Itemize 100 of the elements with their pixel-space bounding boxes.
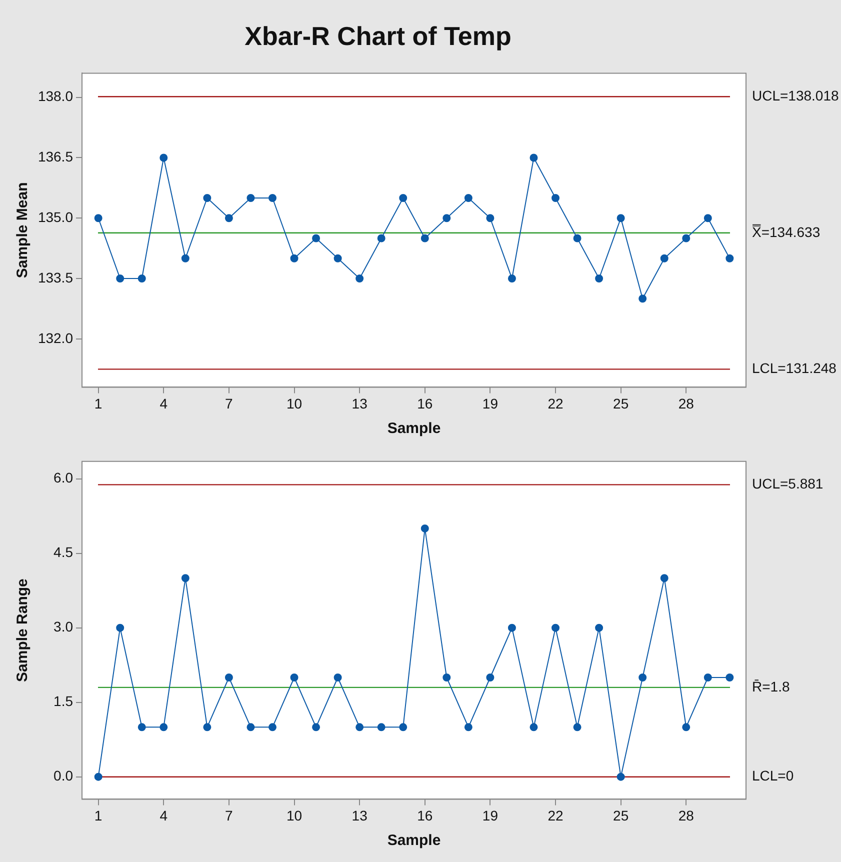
y-tick-label: 3.0 xyxy=(54,618,74,635)
point xyxy=(660,574,668,582)
x-tick-label: 22 xyxy=(548,395,564,412)
point xyxy=(486,673,494,682)
x-tick-label: 25 xyxy=(613,395,629,412)
x-tick-label: 7 xyxy=(225,807,234,824)
point xyxy=(312,723,320,732)
x-axis-title: Sample xyxy=(387,420,441,438)
x-axis-title: Sample xyxy=(387,832,441,850)
ref-line-label: LCL=131.248 xyxy=(752,360,837,376)
point xyxy=(246,723,255,732)
x-tick-label: 1 xyxy=(94,395,102,412)
point xyxy=(116,274,124,283)
x-tick-label: 1 xyxy=(94,807,102,824)
point xyxy=(116,624,124,632)
point xyxy=(203,194,212,202)
point xyxy=(682,723,690,732)
y-tick-label: 132.0 xyxy=(38,330,74,346)
x-tick-label: 13 xyxy=(352,807,368,824)
point xyxy=(552,624,560,632)
y-tick-label: 135.0 xyxy=(38,208,74,225)
point xyxy=(138,723,146,732)
point xyxy=(246,194,255,202)
point xyxy=(530,154,538,162)
point xyxy=(508,624,516,632)
point xyxy=(312,234,320,242)
y-tick-label: 136.5 xyxy=(38,148,74,165)
point xyxy=(203,723,212,732)
y-tick-label: 6.0 xyxy=(54,470,74,486)
y-tick-label: 133.5 xyxy=(38,269,74,286)
point xyxy=(181,574,190,582)
point xyxy=(356,723,364,732)
ref-line-label: LCL=0 xyxy=(752,768,794,784)
point xyxy=(420,524,429,532)
point xyxy=(290,673,298,682)
point xyxy=(334,254,342,262)
point xyxy=(726,254,734,262)
point xyxy=(595,274,604,283)
point xyxy=(573,234,582,242)
x-tick-label: 16 xyxy=(417,807,433,824)
y-axis-title: Sample Mean xyxy=(14,182,32,278)
x-tick-label: 19 xyxy=(482,395,498,412)
point xyxy=(181,254,190,262)
x-tick-label: 10 xyxy=(286,395,302,412)
y-tick-label: 1.5 xyxy=(54,693,74,710)
point xyxy=(616,772,625,781)
x-tick-label: 4 xyxy=(160,395,168,412)
x-tick-label: 28 xyxy=(678,807,694,824)
point xyxy=(442,214,451,222)
point xyxy=(334,673,342,682)
point xyxy=(616,214,625,222)
point xyxy=(486,214,494,222)
y-tick-label: 138.0 xyxy=(38,88,74,104)
x-tick-label: 28 xyxy=(678,395,694,412)
x-tick-label: 22 xyxy=(548,807,564,824)
point xyxy=(377,723,386,732)
point xyxy=(420,234,429,242)
point xyxy=(638,294,647,303)
point xyxy=(138,274,146,283)
y-tick-label: 0.0 xyxy=(54,768,74,784)
point xyxy=(94,772,102,781)
point xyxy=(160,154,168,162)
ref-line-label: UCL=5.881 xyxy=(752,476,824,492)
point xyxy=(442,673,451,682)
point xyxy=(530,723,538,732)
chart-title: Xbar-R Chart of Temp xyxy=(244,20,512,51)
point xyxy=(377,234,386,242)
point xyxy=(464,194,472,202)
point xyxy=(224,214,233,222)
point xyxy=(290,254,298,262)
x-tick-label: 16 xyxy=(417,395,433,412)
ref-line-label: UCL=138.018 xyxy=(752,87,840,104)
point xyxy=(268,723,276,732)
point xyxy=(552,194,560,202)
x-tick-label: 13 xyxy=(352,395,368,412)
point xyxy=(726,673,734,682)
point xyxy=(399,723,408,732)
y-axis-title: Sample Range xyxy=(14,578,32,682)
x-tick-label: 7 xyxy=(225,395,234,412)
point xyxy=(682,234,690,242)
y-tick-label: 4.5 xyxy=(54,544,74,560)
x-tick-label: 4 xyxy=(160,807,168,824)
point xyxy=(508,274,516,283)
point xyxy=(464,723,472,732)
point xyxy=(660,254,668,262)
point xyxy=(704,673,712,682)
x-tick-label: 25 xyxy=(613,807,629,824)
ref-line-label: R̄=1.8 xyxy=(752,678,790,694)
point xyxy=(573,723,582,732)
point xyxy=(224,673,233,682)
point xyxy=(399,194,408,202)
point xyxy=(595,624,604,632)
x-tick-label: 10 xyxy=(286,807,302,824)
point xyxy=(94,214,102,222)
point xyxy=(160,723,168,732)
x-tick-label: 19 xyxy=(482,807,498,824)
point xyxy=(356,274,364,283)
point xyxy=(638,673,647,682)
point xyxy=(268,194,276,202)
point xyxy=(704,214,712,222)
